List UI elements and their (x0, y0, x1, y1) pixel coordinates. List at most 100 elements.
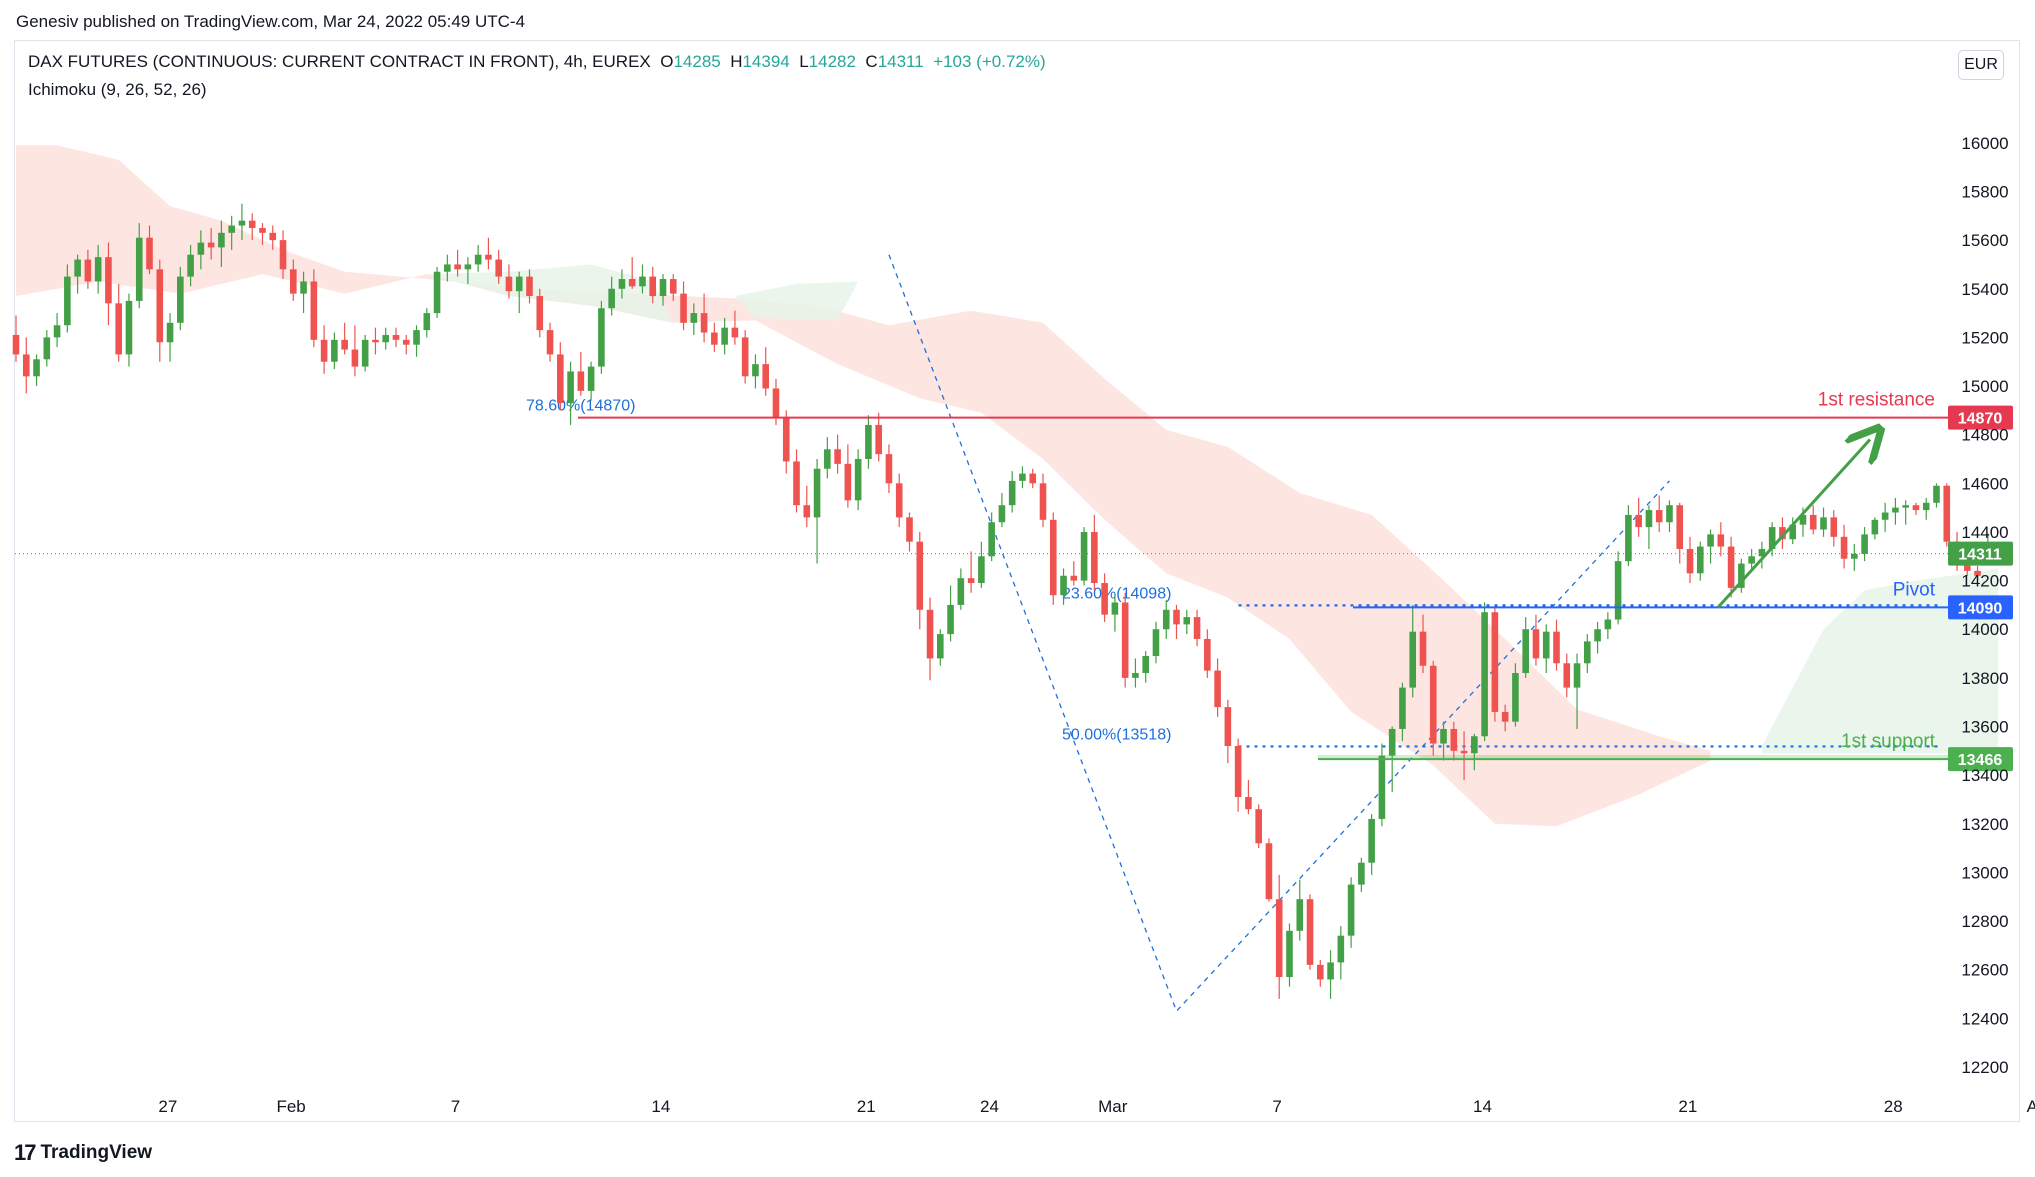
candle-body (1296, 899, 1304, 931)
price-tick: 12600 (1961, 961, 2008, 980)
brand-name: TradingView (40, 1142, 153, 1163)
candle-body (1840, 536, 1848, 559)
candle-body (156, 269, 164, 343)
candle-body (1019, 473, 1026, 481)
indicator-label[interactable]: Ichimoku (9, 26, 52, 26) (28, 80, 207, 99)
candle-body (22, 354, 30, 377)
price-tag-label: 14090 (1958, 600, 2003, 617)
last-price-tag (1948, 541, 2013, 566)
candle-body (711, 332, 718, 345)
candle-body (279, 240, 287, 270)
candle-body (526, 276, 533, 297)
candle-body (187, 254, 194, 277)
candle-body (690, 313, 698, 323)
level-label: 1st resistance (1818, 390, 1935, 411)
candle-body (361, 339, 369, 367)
ohlc-values: O14285 H14394 L14282 C14311 +103 (+0.72%… (660, 52, 1046, 71)
candle-body (1789, 524, 1797, 540)
chart-frame (14, 40, 2020, 1122)
candle-body (1655, 510, 1663, 523)
candle-body (741, 337, 749, 377)
time-tick: Ap (2027, 1097, 2035, 1116)
candle-body (937, 634, 944, 659)
candle-body (947, 604, 954, 635)
candle-body (721, 327, 728, 345)
candle-body (1491, 612, 1499, 712)
candle-body (474, 254, 482, 265)
candle-body (628, 279, 636, 287)
candle-body (1922, 502, 1930, 511)
candle-body (587, 366, 595, 391)
candle-body (1039, 483, 1047, 520)
time-tick: 14 (651, 1097, 670, 1116)
candle-body (146, 237, 153, 270)
price-tick: 13800 (1961, 669, 2008, 688)
price-tick: 15600 (1961, 231, 2008, 250)
candle-body (1830, 517, 1838, 537)
candle-body (74, 259, 81, 277)
candle-body (1234, 745, 1242, 798)
candle-body (64, 276, 71, 326)
chart-legend: DAX FUTURES (CONTINUOUS: CURRENT CONTRAC… (28, 52, 1046, 100)
high-value: 14394 (742, 52, 790, 71)
candle-body (331, 339, 338, 362)
close-value: 14311 (877, 52, 924, 71)
candle-body (782, 417, 790, 462)
symbol-title: DAX FUTURES (CONTINUOUS: CURRENT CONTRAC… (28, 52, 651, 71)
candle-body (1892, 507, 1899, 513)
candle-body (1696, 546, 1704, 574)
candle-body (320, 339, 328, 362)
currency-button[interactable]: EUR (1958, 50, 2004, 80)
candle-body (577, 371, 585, 391)
candle-body (1378, 755, 1386, 819)
candle-body (454, 264, 461, 270)
publisher-header: Genesiv published on TradingView.com, Ma… (16, 12, 526, 31)
price-tick: 13000 (1961, 863, 2008, 882)
candle-body (259, 227, 266, 233)
candle-body (218, 232, 225, 248)
price-tick: 15400 (1961, 280, 2008, 299)
candle-body (1008, 480, 1016, 506)
candle-body (752, 364, 759, 377)
candle-body (1245, 797, 1252, 810)
candle-body (1584, 641, 1591, 664)
open-value: 14285 (673, 52, 721, 71)
candle-body (1553, 631, 1560, 664)
candle-body (1429, 665, 1437, 744)
candle-body (310, 281, 318, 340)
candle-body (505, 276, 513, 292)
candle-body (1522, 629, 1529, 674)
candle-body (125, 300, 133, 355)
candle-body (1419, 631, 1427, 666)
candle-body (1450, 728, 1458, 751)
candle-body (1162, 609, 1170, 630)
candle-body (495, 259, 502, 277)
footer-brand[interactable]: 17 TradingView (14, 1140, 152, 1166)
price-tick: 12200 (1961, 1058, 2008, 1077)
price-tag (1948, 405, 2013, 430)
candle-body (700, 313, 708, 333)
candle-body (1758, 548, 1766, 557)
candle-body (115, 303, 122, 355)
candle-body (53, 325, 61, 338)
candle-body (1306, 899, 1314, 965)
candle-body (988, 522, 995, 557)
candle-body (1779, 527, 1786, 540)
candle-body (1132, 673, 1139, 678)
candle-body (135, 237, 143, 301)
tradingview-logo-icon: 17 (14, 1140, 37, 1165)
candle-body (1563, 663, 1571, 688)
candle-body (608, 288, 615, 309)
time-tick: 27 (158, 1097, 177, 1116)
candle-body (803, 505, 811, 518)
candle-body (772, 388, 780, 418)
candle-body (1255, 809, 1262, 844)
candle-body (1091, 531, 1098, 584)
candle-body (854, 459, 862, 501)
candle-body (1471, 736, 1478, 754)
candle-body (639, 276, 646, 287)
symbol-row: DAX FUTURES (CONTINUOUS: CURRENT CONTRAC… (28, 52, 1046, 72)
candle-body (1409, 631, 1417, 688)
candle-body (207, 242, 215, 248)
